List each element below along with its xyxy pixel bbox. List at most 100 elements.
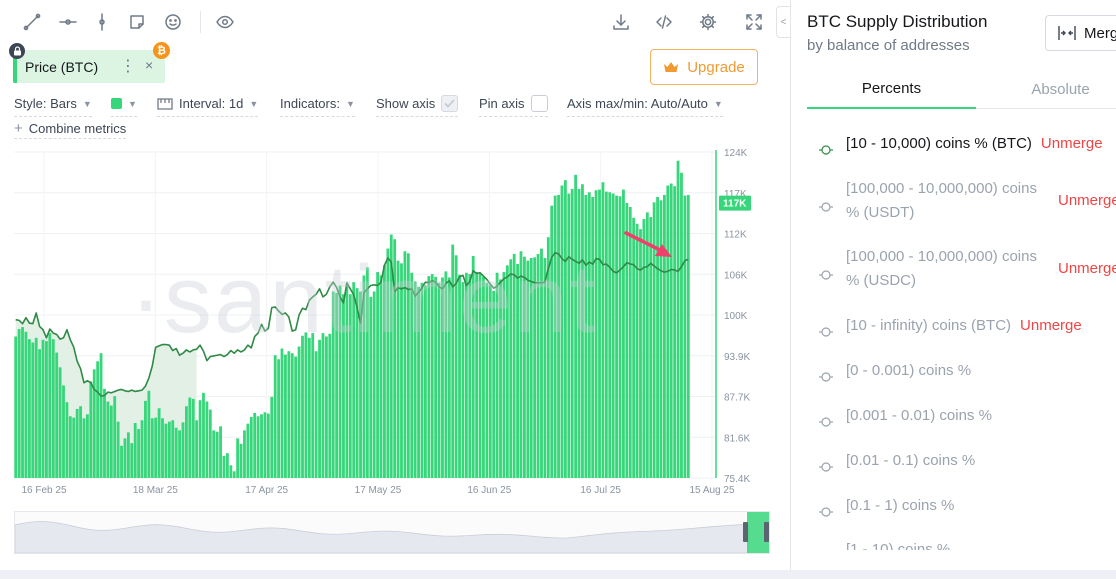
metric-label-text: [0.01 - 0.1) coins % — [846, 452, 976, 469]
line-icon[interactable] — [21, 11, 43, 33]
price-bar — [529, 257, 533, 478]
metric-label: [0.1 - 1) coins % — [846, 494, 954, 518]
price-bar — [103, 388, 106, 478]
price-bar — [304, 332, 308, 478]
interval-icon — [157, 97, 173, 110]
price-bar — [458, 274, 461, 478]
axis-minmax-select[interactable]: Axis max/min: Auto/Auto ▼ — [567, 93, 723, 117]
price-bar — [594, 190, 598, 479]
price-bar — [386, 248, 390, 478]
metric-dot-icon — [819, 139, 833, 155]
price-bar — [185, 406, 188, 478]
collapse-sidebar-icon[interactable]: < — [776, 6, 790, 38]
chevron-down-icon: ▼ — [345, 98, 355, 109]
horizontal-ray-icon[interactable] — [57, 11, 79, 33]
pin-axis-toggle[interactable]: Pin axis — [479, 93, 548, 117]
unmerge-button[interactable]: Unmerge — [1058, 192, 1116, 209]
price-bar — [656, 196, 659, 478]
price-bar — [512, 253, 516, 478]
price-bar — [543, 257, 547, 478]
chart-navigator[interactable] — [14, 511, 770, 554]
price-bar — [34, 337, 38, 478]
price-bar — [618, 196, 622, 478]
metric-tag[interactable]: Price (BTC) ⋮ × — [13, 50, 165, 83]
x-tick-label: 16 Feb 25 — [21, 485, 66, 496]
bottom-strip — [0, 570, 1116, 579]
price-bar — [191, 398, 195, 478]
price-bar — [229, 465, 233, 478]
style-select[interactable]: Style: Bars ▼ — [14, 93, 92, 117]
price-bar — [253, 412, 257, 478]
price-bar — [581, 184, 584, 478]
price-bar — [348, 294, 352, 478]
price-bar — [540, 248, 543, 478]
merge-icon — [1058, 26, 1076, 40]
color-select[interactable]: ▼ — [111, 93, 137, 117]
price-bar — [666, 185, 670, 478]
price-bar — [113, 396, 117, 478]
price-bar — [188, 397, 192, 478]
eye-icon[interactable] — [214, 11, 236, 33]
price-bar — [471, 255, 475, 478]
price-chart[interactable]: 124K 117K 112K 106K 100K 93.9K 87.7K 81.6K 75.4K… — [0, 140, 778, 505]
download-icon[interactable] — [610, 11, 632, 33]
upgrade-button[interactable]: Upgrade — [650, 49, 758, 85]
price-bar — [601, 182, 605, 478]
show-axis-checkbox[interactable] — [441, 95, 459, 112]
y-tick-label: 93.9K — [724, 352, 750, 363]
unmerge-button[interactable]: Unmerge — [1058, 260, 1116, 277]
price-bar — [379, 275, 383, 478]
price-bar — [174, 427, 178, 478]
navigator-minimap — [14, 512, 769, 554]
note-icon[interactable] — [126, 11, 148, 33]
price-bar — [318, 339, 321, 478]
y-tick-label: 112K — [724, 230, 747, 241]
price-bar — [219, 426, 222, 478]
embed-code-icon[interactable] — [653, 11, 675, 33]
metric-label-text: [10 - 10,000) coins % (BTC) — [846, 135, 1032, 152]
toolbar-divider — [200, 11, 201, 33]
price-bar — [649, 217, 653, 478]
price-bar — [615, 195, 619, 478]
unmerge-button[interactable]: Unmerge — [1040, 135, 1103, 152]
merge-button[interactable]: Merg — [1045, 15, 1116, 51]
indicators-select[interactable]: Indicators: ▼ — [280, 93, 355, 117]
pin-axis-label: Pin axis — [479, 96, 525, 111]
fullscreen-icon[interactable] — [743, 11, 765, 33]
price-bar — [383, 265, 386, 478]
indicators-label: Indicators: — [280, 96, 340, 111]
price-bar — [519, 251, 523, 478]
x-tick-label: 15 Aug 25 — [689, 485, 734, 496]
y-tick-label: 106K — [724, 270, 748, 281]
price-bar — [133, 422, 137, 478]
tab-percents[interactable]: Percents — [807, 70, 976, 109]
emoji-icon[interactable] — [162, 11, 184, 33]
remove-metric-icon[interactable]: × — [145, 57, 154, 73]
price-bar — [65, 402, 69, 478]
price-bar — [14, 336, 18, 478]
price-bar — [68, 416, 72, 478]
price-bar — [669, 183, 673, 479]
tab-absolute[interactable]: Absolute — [976, 70, 1116, 109]
price-bar — [454, 255, 458, 478]
style-label: Style: Bars — [14, 96, 77, 111]
price-bar — [297, 346, 301, 478]
price-bar — [263, 412, 267, 478]
combine-metrics-button[interactable]: + Combine metrics — [14, 119, 127, 139]
y-tick-label: 124K — [724, 148, 748, 159]
price-bar — [266, 413, 270, 478]
price-bar — [137, 429, 141, 478]
price-bar — [437, 282, 441, 478]
vertical-line-icon[interactable] — [91, 11, 113, 33]
pin-axis-checkbox[interactable] — [530, 95, 548, 112]
price-bar — [509, 259, 513, 478]
show-axis-toggle[interactable]: Show axis — [376, 93, 459, 117]
merge-label: Merg — [1084, 24, 1116, 42]
settings-icon[interactable] — [697, 11, 719, 33]
price-bar — [38, 349, 42, 478]
metric-menu-icon[interactable]: ⋮ — [120, 58, 136, 75]
metric-label-text: [1 - 10) coins % — [846, 541, 951, 550]
unmerge-button[interactable]: Unmerge — [1020, 317, 1082, 334]
interval-select[interactable]: Interval: 1d ▼ — [157, 93, 259, 117]
price-bar — [335, 292, 339, 478]
